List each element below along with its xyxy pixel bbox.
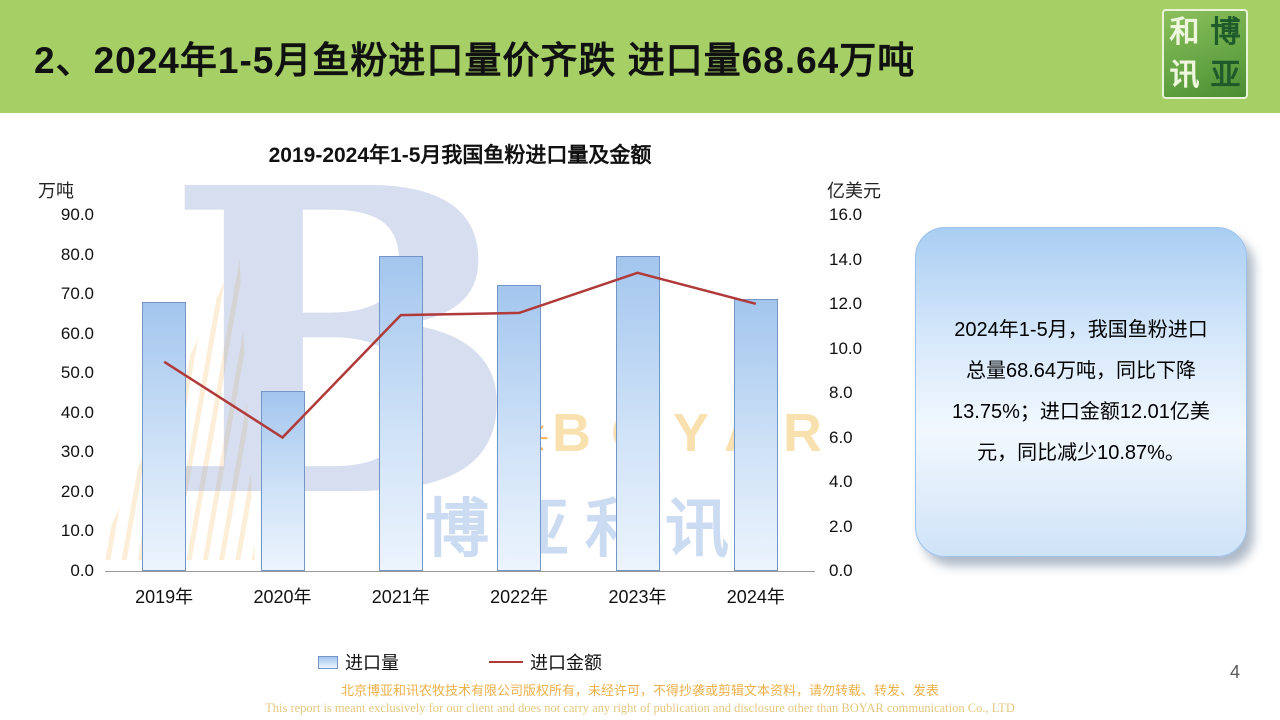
logo-char-xun: 讯 xyxy=(1169,58,1200,92)
right-axis-tick: 2.0 xyxy=(829,516,853,536)
x-axis-label: 2023年 xyxy=(608,587,667,607)
legend-label: 进口量 xyxy=(345,653,399,673)
footer: 北京博亚和讯农牧技术有限公司版权所有，未经许可，不得抄袭或剪辑文本资料，请勿转载… xyxy=(0,680,1280,716)
left-axis-tick: 60.0 xyxy=(60,323,94,343)
left-axis-tick: 20.0 xyxy=(60,481,94,501)
plot-area xyxy=(105,215,815,572)
bar-2024年 xyxy=(733,299,778,571)
right-axis-tick: 0.0 xyxy=(829,561,853,580)
x-axis-label: 2019年 xyxy=(135,587,194,607)
summary-callout: 2024年1-5月，我国鱼粉进口总量68.64万吨，同比下降13.75%；进口金… xyxy=(915,227,1247,557)
footer-copyright-en: This report is meant exclusively for our… xyxy=(265,701,1015,715)
left-axis-unit: 万吨 xyxy=(38,181,74,201)
left-axis-tick: 40.0 xyxy=(60,402,94,422)
legend-label: 进口金额 xyxy=(530,653,602,673)
left-axis-tick: 0.0 xyxy=(70,561,94,580)
x-axis-label: 2024年 xyxy=(726,587,785,607)
x-axis-label: 2022年 xyxy=(490,587,549,607)
legend-item-value: 进口金额 xyxy=(489,649,602,675)
right-axis-tick: 4.0 xyxy=(829,472,853,491)
page-number: 4 xyxy=(1229,662,1240,682)
x-axis-label: 2020年 xyxy=(253,587,312,607)
legend-item-volume: 进口量 xyxy=(318,649,399,675)
header-band xyxy=(0,0,1280,113)
left-axis-tick: 70.0 xyxy=(60,284,94,304)
logo-char-ya: 亚 xyxy=(1210,58,1241,92)
left-axis-tick: 50.0 xyxy=(60,363,94,383)
left-axis-tick: 80.0 xyxy=(60,244,94,264)
right-axis-tick: 6.0 xyxy=(829,427,853,447)
left-axis-tick: 90.0 xyxy=(60,205,94,224)
logo-char-bo: 博 xyxy=(1210,15,1241,49)
line-swatch-icon xyxy=(489,661,523,663)
logo-char-he: 和 xyxy=(1169,15,1200,49)
right-axis-tick: 12.0 xyxy=(829,294,863,313)
footer-copyright-cn: 北京博亚和讯农牧技术有限公司版权所有，未经许可，不得抄袭或剪辑文本资料，请勿转载… xyxy=(340,683,939,698)
slide-title: 2、2024年1-5月鱼粉进口量价齐跌 进口量68.64万吨 xyxy=(34,40,916,81)
line-series xyxy=(163,271,757,440)
right-axis-unit: 亿美元 xyxy=(827,181,881,201)
left-axis-tick: 30.0 xyxy=(60,442,94,462)
boyar-logo: 和 博 讯 亚 xyxy=(1162,9,1248,99)
right-axis-tick: 14.0 xyxy=(829,249,863,269)
summary-text: 2024年1-5月，我国鱼粉进口总量68.64万吨，同比下降13.75%；进口金… xyxy=(952,319,1210,464)
right-axis-tick: 10.0 xyxy=(829,338,863,358)
bar-swatch-icon xyxy=(318,655,338,669)
left-axis-tick: 10.0 xyxy=(60,521,94,541)
right-axis-tick: 16.0 xyxy=(829,205,863,224)
chart-legend: 进口量 进口金额 xyxy=(30,649,890,675)
bar-2023年 xyxy=(615,256,660,571)
bar-2019年 xyxy=(142,302,187,571)
bar-2021年 xyxy=(378,255,423,571)
right-axis-tick: 8.0 xyxy=(829,383,853,402)
x-axis-label: 2021年 xyxy=(371,587,430,607)
bar-2022年 xyxy=(497,285,542,571)
import-chart: 2019-2024年1-5月我国鱼粉进口量及金额 万吨 亿美元 进口量 进口金额 … xyxy=(30,135,900,691)
chart-title: 2019-2024年1-5月我国鱼粉进口量及金额 xyxy=(268,144,652,167)
